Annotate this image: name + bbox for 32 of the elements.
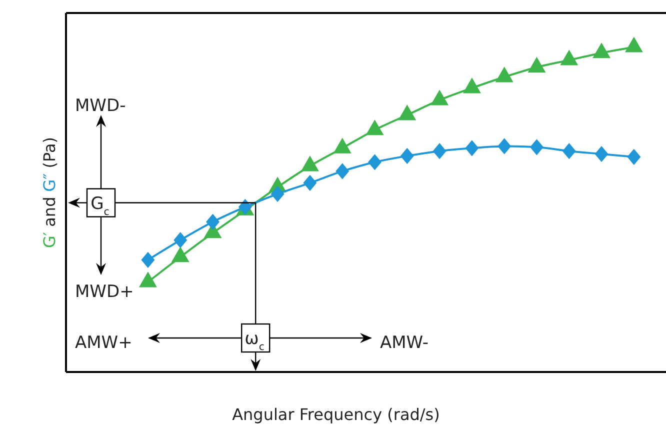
annotation: MWD+ xyxy=(75,282,134,302)
point xyxy=(495,66,514,82)
point xyxy=(398,104,416,120)
point xyxy=(528,56,546,72)
point xyxy=(592,42,611,58)
point xyxy=(303,174,317,191)
point xyxy=(462,78,481,94)
point xyxy=(530,139,544,156)
point xyxy=(465,140,479,156)
point xyxy=(560,50,578,66)
point xyxy=(430,90,449,106)
point xyxy=(366,120,384,136)
x-axis-title: Angular Frequency (rad/s) xyxy=(232,405,440,424)
point xyxy=(336,163,350,180)
point xyxy=(174,232,188,248)
point xyxy=(400,148,414,164)
point xyxy=(562,143,576,160)
point xyxy=(270,186,284,202)
point xyxy=(624,36,643,52)
point xyxy=(368,154,382,170)
point xyxy=(498,138,512,154)
y-axis-title: G′ and G″ (Pa) xyxy=(40,136,59,248)
text: G$_{c}$ xyxy=(90,194,110,218)
point xyxy=(594,146,608,162)
annotation: AMW- xyxy=(380,333,429,353)
point xyxy=(432,143,446,160)
annotation: ω$_{c}$ xyxy=(244,329,265,352)
point xyxy=(206,214,220,230)
point xyxy=(141,252,155,268)
text: MWD- xyxy=(75,96,126,116)
point xyxy=(627,148,641,165)
annotation: AMW+ xyxy=(75,333,132,353)
